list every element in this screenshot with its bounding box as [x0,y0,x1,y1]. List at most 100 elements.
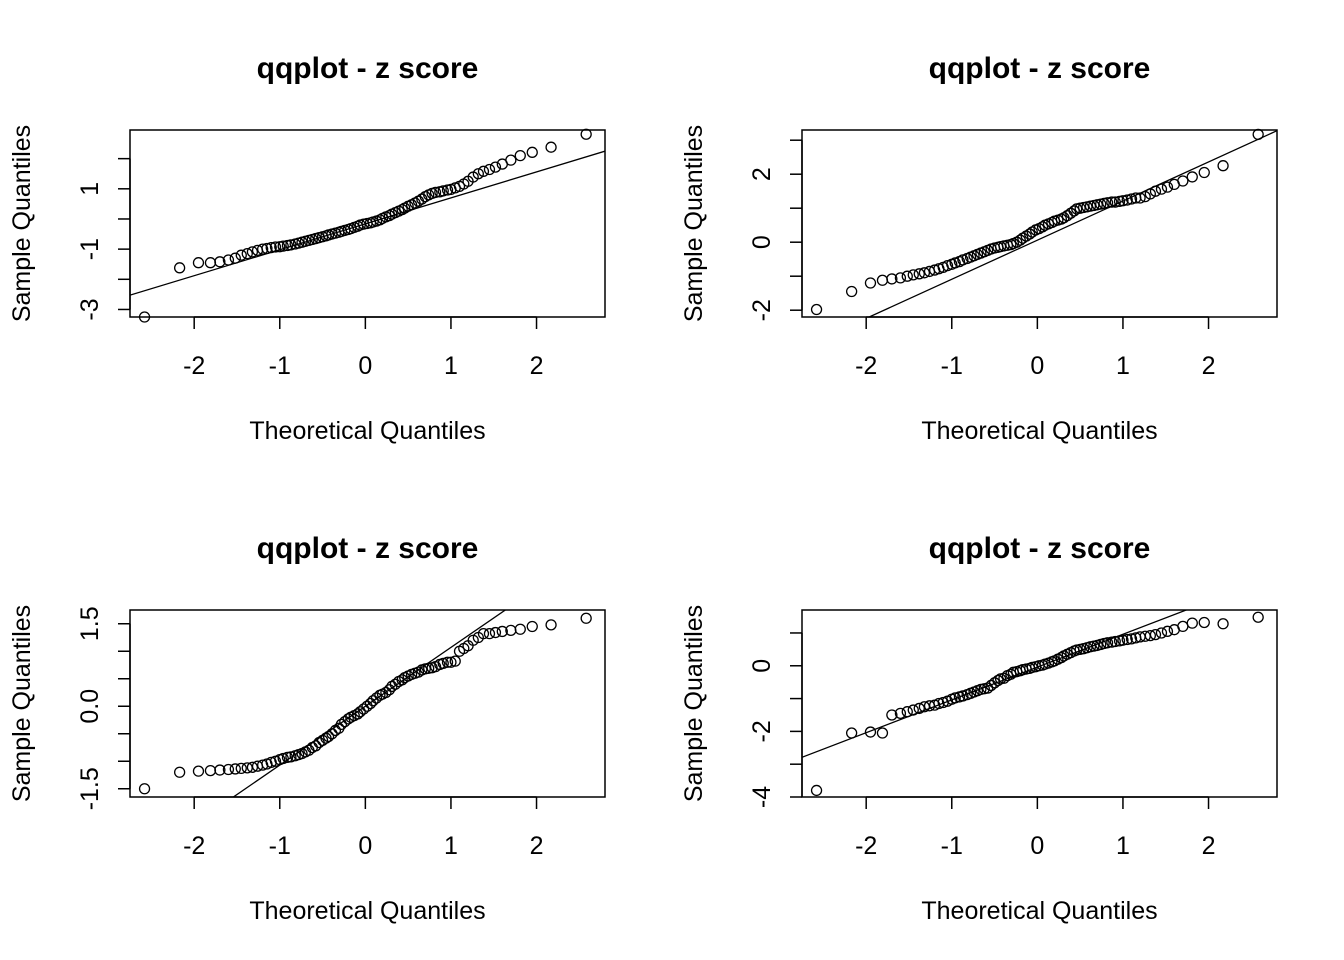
data-point [1252,128,1264,141]
data-point [285,239,297,251]
data-point [1036,221,1049,233]
y-tick-label: -4 [748,786,776,808]
qq-reference-line [867,130,1277,317]
data-point [429,186,442,199]
x-tick-label: -2 [183,832,205,860]
plot-frame [801,609,1278,798]
qq-reference-line [130,150,605,296]
data-point [1014,234,1026,246]
data-point [265,241,277,254]
y-axis-label: Sample Quantiles [680,125,708,322]
data-point [326,728,338,740]
data-point [1149,185,1162,197]
data-point [1198,616,1210,629]
data-point [374,214,386,226]
y-tick-label: -3 [76,298,104,320]
data-point [370,692,383,704]
data-point [1109,196,1121,208]
data-point [489,161,502,173]
data-point [477,628,490,640]
data-point [222,763,235,776]
data-point [1005,668,1017,680]
data-point [257,243,269,255]
data-point [204,257,217,269]
qq-panel-top-right: qqplot - z score Theoretical Quantiles Sam… [680,52,1278,445]
data-point [845,727,858,739]
data-point [526,620,538,633]
y-tick-label: -1 [76,238,104,260]
x-tick-label: 1 [1116,352,1130,380]
data-point [477,165,490,177]
x-tick-label: 0 [358,832,372,860]
x-tick-label: 0 [1030,352,1044,380]
data-point [876,727,889,739]
data-point [246,761,259,773]
data-point [1149,628,1162,641]
data-point [229,763,241,775]
data-point [992,674,1004,687]
data-point [1177,620,1189,633]
data-point [1055,651,1067,664]
data-point [1177,175,1189,187]
data-point [437,185,449,197]
data-point [580,128,592,140]
x-tick-label: -2 [855,352,877,380]
data-point [1186,171,1198,183]
data-point [310,740,322,752]
x-tick-label: 1 [444,352,458,380]
plot-title: qqplot - z score [929,52,1151,85]
data-point [1125,193,1138,205]
data-point [354,706,366,718]
data-point [214,256,226,268]
data-point [918,267,931,279]
data-point [246,246,259,258]
data-point [472,168,484,180]
data-point [1117,195,1129,207]
data-point [449,655,461,667]
y-tick-label: -2 [748,720,776,742]
data-point [894,707,907,719]
plot-title: qqplot - z score [257,52,479,85]
data-point [505,154,517,166]
y-tick-label: 0.0 [76,689,104,724]
data-point [229,252,241,264]
y-tick-label: -2 [748,299,776,321]
data-point [1125,633,1138,645]
data-point [441,656,454,668]
data-point [277,240,289,252]
data-point [933,697,945,710]
data-point [580,612,592,624]
data-point [526,146,538,158]
data-point [1117,634,1129,646]
data-point [894,272,907,284]
data-point [235,762,247,775]
data-point [1144,629,1156,642]
x-tick-label: 0 [1030,832,1044,860]
x-tick-label: -1 [269,832,291,860]
data-point [1024,228,1036,240]
data-point [445,656,457,668]
plot-title: qqplot - z score [929,532,1151,565]
data-point [901,706,913,718]
data-point [214,764,226,776]
data-point [949,692,961,704]
y-tick-label: 1.5 [76,606,104,641]
data-point [886,273,898,285]
x-tick-label: 2 [1202,352,1216,380]
y-tick-label: 1 [76,182,104,196]
qq-panel-top-left: qqplot - z score Theoretical Quantiles Sam… [8,52,606,445]
data-point [357,703,370,715]
x-tick-label: 2 [530,832,544,860]
data-point [1198,166,1210,179]
x-axis-label: Theoretical Quantiles [249,897,485,925]
plot-title: qqplot - z score [257,532,479,565]
data-point [1161,625,1174,637]
y-axis-label: Sample Quantiles [680,605,708,802]
data-point [1186,617,1198,629]
data-point [367,695,379,707]
data-point [545,619,557,631]
data-point [907,704,919,716]
data-point [1109,635,1121,648]
x-tick-label: 0 [358,352,372,380]
